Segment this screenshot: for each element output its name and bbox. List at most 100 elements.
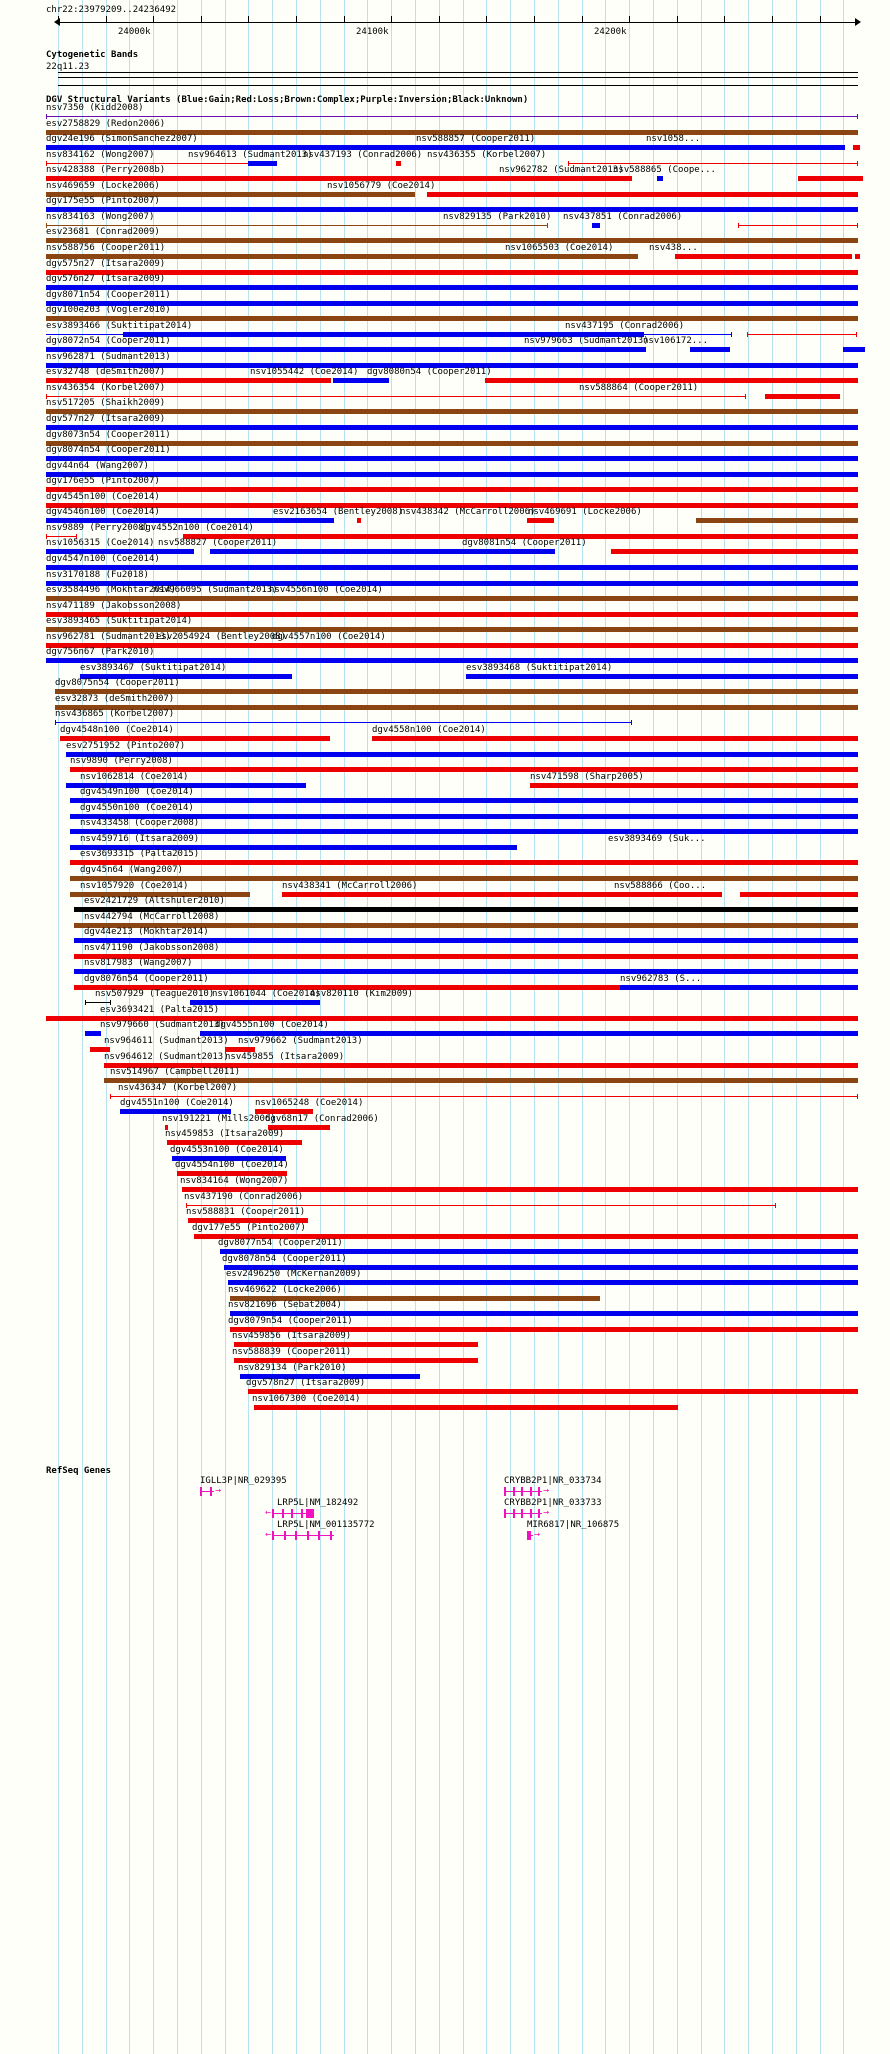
dgv-feature-label[interactable]: esv2054924 (Bentley2008) xyxy=(156,632,287,642)
dgv-feature-label[interactable]: nsv459856 (Itsara2009) xyxy=(232,1331,352,1341)
dgv-feature-label[interactable]: nsv433458 (Cooper2008) xyxy=(80,818,200,828)
dgv-feature-bar[interactable] xyxy=(675,254,852,259)
dgv-feature-label[interactable]: dgv68n17 (Conrad2006) xyxy=(265,1114,379,1124)
dgv-feature-bar[interactable] xyxy=(104,1063,858,1068)
dgv-feature-bar[interactable] xyxy=(333,378,389,383)
dgv-feature-label[interactable]: dgv44e213 (Mokhtar2014) xyxy=(84,927,209,937)
dgv-feature-label[interactable]: nsv471190 (Jakobsson2008) xyxy=(84,943,220,953)
dgv-feature-label[interactable]: dgv8075n54 (Cooper2011) xyxy=(55,678,180,688)
dgv-feature-bar[interactable] xyxy=(46,270,858,275)
dgv-feature-bar[interactable] xyxy=(372,736,858,741)
dgv-feature-bar[interactable] xyxy=(527,518,554,523)
dgv-feature-bar[interactable] xyxy=(188,1218,308,1223)
dgv-feature-bar[interactable] xyxy=(396,161,401,166)
dgv-feature-label[interactable]: nsv459853 (Itsara2009) xyxy=(165,1129,285,1139)
dgv-feature-label[interactable]: dgv8074n54 (Cooper2011) xyxy=(46,445,171,455)
dgv-feature-label[interactable]: nsv436354 (Korbel2007) xyxy=(46,383,166,393)
dgv-feature-label[interactable]: dgv45n64 (Wang2007) xyxy=(80,865,183,875)
dgv-feature-label[interactable]: nsv436347 (Korbel2007) xyxy=(118,1083,238,1093)
dgv-feature-bar[interactable] xyxy=(190,1000,320,1005)
dgv-feature-bar[interactable] xyxy=(60,736,330,741)
dgv-feature-label[interactable]: esv3893466 (Suktitipat2014) xyxy=(46,321,193,331)
dgv-feature-label[interactable]: dgv4551n100 (Coe2014) xyxy=(120,1098,234,1108)
dgv-feature-bar[interactable] xyxy=(46,658,858,663)
dgv-feature-bar[interactable] xyxy=(183,534,858,539)
dgv-feature-bar[interactable] xyxy=(74,954,858,959)
dgv-feature-label[interactable]: esv2163654 (Bentley2008) xyxy=(273,507,404,517)
dgv-feature-label[interactable]: nsv962783 (S... xyxy=(620,974,702,984)
dgv-feature-label[interactable]: nsv1058... xyxy=(646,134,701,144)
dgv-feature-line[interactable] xyxy=(110,1096,858,1097)
dgv-feature-bar[interactable] xyxy=(46,130,858,135)
refseq-gene-model[interactable]: → xyxy=(504,1508,549,1518)
dgv-feature-label[interactable]: nsv436865 (Korbel2007) xyxy=(55,709,175,719)
dgv-feature-bar[interactable] xyxy=(200,1031,858,1036)
dgv-feature-label[interactable]: nsv438341 (McCarroll2006) xyxy=(282,881,418,891)
dgv-feature-bar[interactable] xyxy=(696,518,858,523)
dgv-feature-bar[interactable] xyxy=(843,347,865,352)
dgv-feature-label[interactable]: dgv8072n54 (Cooper2011) xyxy=(46,336,171,346)
dgv-feature-label[interactable]: nsv517205 (Shaikh2009) xyxy=(46,398,166,408)
dgv-feature-bar[interactable] xyxy=(46,207,858,212)
dgv-feature-bar[interactable] xyxy=(46,192,415,197)
dgv-feature-label[interactable]: nsv507929 (Teague2010) xyxy=(95,989,215,999)
dgv-feature-label[interactable]: esv2496250 (McKernan2009) xyxy=(226,1269,362,1279)
dgv-feature-bar[interactable] xyxy=(592,223,600,228)
dgv-feature-label[interactable]: nsv7350 (Kidd2008) xyxy=(46,103,144,113)
dgv-feature-label[interactable]: nsv459855 (Itsara2009) xyxy=(225,1052,345,1062)
dgv-feature-bar[interactable] xyxy=(46,238,858,243)
dgv-feature-bar[interactable] xyxy=(234,1358,478,1363)
dgv-feature-label[interactable]: esv3893469 (Suk... xyxy=(608,834,706,844)
dgv-feature-bar[interactable] xyxy=(230,1327,858,1332)
dgv-feature-label[interactable]: dgv8079n54 (Cooper2011) xyxy=(228,1316,353,1326)
ruler-right-arrow-icon[interactable] xyxy=(855,18,861,26)
dgv-feature-label[interactable]: nsv106172... xyxy=(643,336,709,346)
dgv-feature-bar[interactable] xyxy=(70,814,858,819)
dgv-feature-label[interactable]: esv32748 (deSmith2007) xyxy=(46,367,166,377)
dgv-feature-bar[interactable] xyxy=(70,767,858,772)
dgv-feature-label[interactable]: nsv588839 (Cooper2011) xyxy=(232,1347,352,1357)
dgv-feature-label[interactable]: dgv4550n100 (Coe2014) xyxy=(80,803,194,813)
dgv-feature-bar[interactable] xyxy=(228,1280,858,1285)
refseq-gene-label[interactable]: CRYBB2P1|NR_033734 xyxy=(504,1476,602,1486)
dgv-feature-line[interactable] xyxy=(747,334,857,335)
dgv-feature-label[interactable]: esv3693315 (Palta2015) xyxy=(80,849,200,859)
dgv-feature-label[interactable]: dgv8078n54 (Cooper2011) xyxy=(222,1254,347,1264)
dgv-feature-bar[interactable] xyxy=(46,643,858,648)
dgv-feature-bar[interactable] xyxy=(46,363,858,368)
dgv-feature-label[interactable]: nsv588857 (Cooper2011) xyxy=(416,134,536,144)
dgv-feature-bar[interactable] xyxy=(46,1016,858,1021)
dgv-feature-bar[interactable] xyxy=(224,1265,858,1270)
dgv-feature-bar[interactable] xyxy=(80,674,292,679)
dgv-feature-bar[interactable] xyxy=(357,518,361,523)
dgv-feature-bar[interactable] xyxy=(740,892,858,897)
dgv-feature-bar[interactable] xyxy=(248,1389,858,1394)
dgv-feature-label[interactable]: dgv8071n54 (Cooper2011) xyxy=(46,290,171,300)
dgv-feature-bar[interactable] xyxy=(70,845,517,850)
dgv-feature-label[interactable]: esv2421729 (Altshuler2010) xyxy=(84,896,225,906)
refseq-gene-label[interactable]: IGLL3P|NR_029395 xyxy=(200,1476,287,1486)
dgv-feature-label[interactable]: nsv1065503 (Coe2014) xyxy=(505,243,614,253)
dgv-feature-label[interactable]: dgv4555n100 (Coe2014) xyxy=(215,1020,329,1030)
dgv-feature-bar[interactable] xyxy=(74,969,858,974)
dgv-feature-bar[interactable] xyxy=(46,425,858,430)
dgv-feature-label[interactable]: nsv437190 (Conrad2006) xyxy=(184,1192,304,1202)
dgv-feature-label[interactable]: dgv8077n54 (Cooper2011) xyxy=(218,1238,343,1248)
dgv-feature-label[interactable]: nsv438342 (McCarroll2006) xyxy=(400,507,536,517)
dgv-feature-label[interactable]: nsv1062814 (Coe2014) xyxy=(80,772,189,782)
dgv-feature-label[interactable]: dgv4548n100 (Coe2014) xyxy=(60,725,174,735)
dgv-feature-bar[interactable] xyxy=(46,301,858,306)
dgv-feature-bar[interactable] xyxy=(485,378,858,383)
dgv-feature-line[interactable] xyxy=(46,163,249,164)
refseq-gene-label[interactable]: CRYBB2P1|NR_033733 xyxy=(504,1498,602,1508)
dgv-feature-label[interactable]: nsv829134 (Park2010) xyxy=(238,1363,347,1373)
dgv-feature-label[interactable]: nsv834164 (Wong2007) xyxy=(180,1176,289,1186)
dgv-feature-bar[interactable] xyxy=(254,1405,678,1410)
dgv-feature-bar[interactable] xyxy=(234,1342,478,1347)
dgv-feature-bar[interactable] xyxy=(167,1140,302,1145)
refseq-gene-label[interactable]: LRP5L|NM_001135772 xyxy=(277,1520,375,1530)
dgv-feature-label[interactable]: dgv4547n100 (Coe2014) xyxy=(46,554,160,564)
dgv-feature-label[interactable]: nsv471598 (Sharp2005) xyxy=(530,772,644,782)
dgv-feature-label[interactable]: nsv834162 (Wong2007) xyxy=(46,150,155,160)
dgv-feature-bar[interactable] xyxy=(765,394,840,399)
